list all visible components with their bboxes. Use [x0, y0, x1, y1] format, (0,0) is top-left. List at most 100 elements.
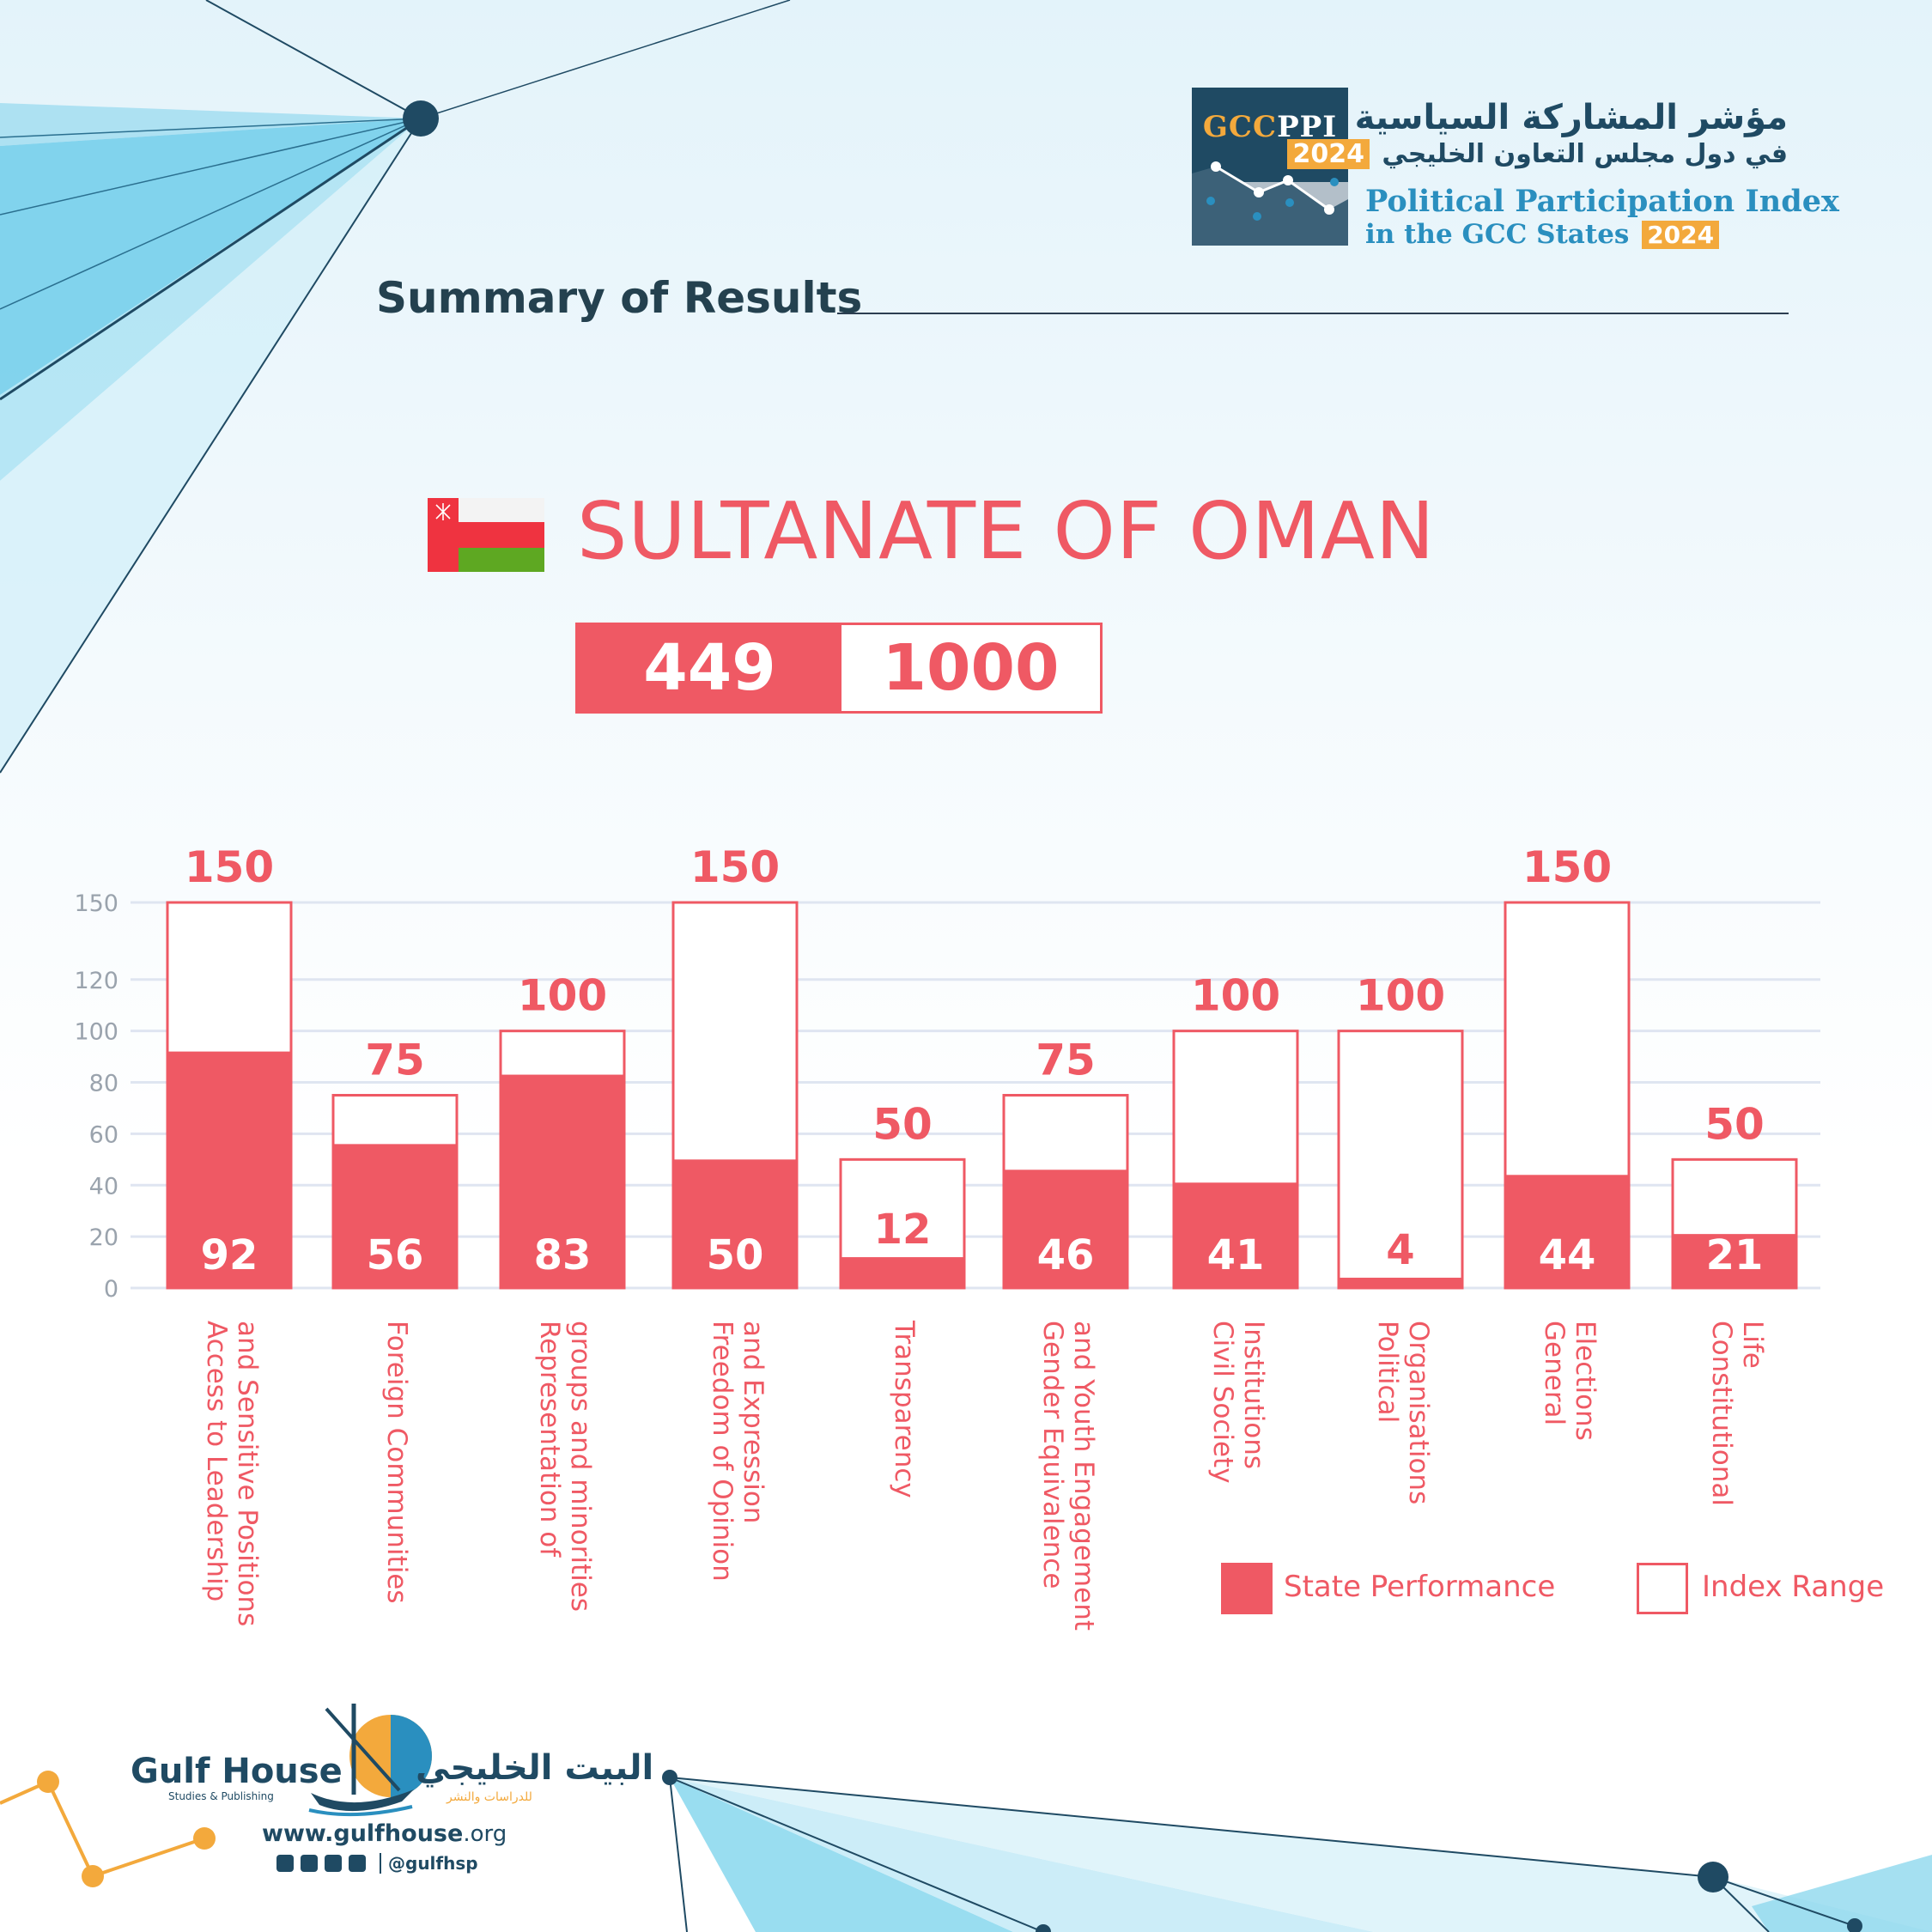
y-tick-label: 0: [104, 1276, 118, 1303]
category-label-line: Freedom of Opinion: [707, 1321, 738, 1582]
y-tick-label: 120: [74, 968, 118, 994]
total-score: 449: [643, 631, 776, 705]
section-divider: [837, 313, 1789, 314]
oman-flag-icon: [428, 498, 544, 572]
y-tick-label: 60: [89, 1121, 118, 1148]
facebook-icon[interactable]: [349, 1855, 366, 1872]
performance-value-label: 21: [1706, 1231, 1764, 1279]
gulf-house-arabic-tagline: للدراسات والنشر: [447, 1790, 532, 1804]
y-tick-label: 80: [89, 1071, 118, 1097]
range-value-label: 150: [1522, 842, 1612, 892]
performance-value-label: 4: [1386, 1226, 1414, 1274]
twitter-icon[interactable]: [325, 1855, 342, 1872]
state-performance-bar: [1004, 1170, 1127, 1288]
category-label: Access to Leadershipand Sensitive Positi…: [201, 1321, 263, 1626]
performance-value-label: 92: [201, 1231, 258, 1279]
y-tick-label: 20: [89, 1224, 118, 1251]
category-label-line: and Expression: [738, 1321, 769, 1523]
category-label: Foreign Communities: [381, 1321, 412, 1604]
max-score: 1000: [882, 631, 1060, 705]
y-tick-label: 150: [74, 890, 118, 917]
performance-value-label: 44: [1539, 1231, 1596, 1279]
section-title: Summary of Results: [376, 273, 863, 323]
category-label-line: Access to Leadership: [201, 1321, 232, 1601]
state-performance-bar: [501, 1074, 624, 1288]
category-label-line: Constitutional: [1706, 1321, 1737, 1506]
category-label-line: and Youth Engagement: [1068, 1321, 1099, 1631]
state-performance-bar: [333, 1144, 457, 1288]
category-label: Representation ofgroups and minorities: [534, 1321, 596, 1612]
category-label: Transparency: [889, 1320, 920, 1498]
website-link[interactable]: www.gulfhouse.org: [262, 1820, 507, 1847]
logo-wordmark: GCCPPI: [1202, 110, 1338, 144]
category-label-line: Elections: [1570, 1321, 1601, 1441]
network-node-icon: [403, 100, 439, 137]
y-tick-label: 100: [74, 1019, 118, 1046]
category-label: GeneralElections: [1539, 1321, 1601, 1441]
performance-value-label: 56: [367, 1231, 424, 1279]
category-label-line: General: [1539, 1321, 1570, 1425]
state-performance-bar: [167, 1051, 291, 1288]
category-label-line: Institutions: [1238, 1321, 1269, 1469]
arabic-title: مؤشر المشاركة السياسية: [1354, 98, 1788, 137]
year-badge-en: 2024: [1642, 221, 1720, 249]
gulf-house-name: Gulf House: [131, 1752, 343, 1791]
category-label: PoliticalOrganisations: [1372, 1321, 1434, 1504]
category-label-line: Representation of: [534, 1321, 565, 1558]
arabic-subtitle: في دول مجلس التعاون الخليجي 2024: [1284, 139, 1788, 169]
gulf-house-logo-icon: [308, 1704, 432, 1817]
performance-value-label: 12: [874, 1206, 932, 1254]
category-label: Gender Equivalenceand Youth Engagement: [1037, 1321, 1099, 1631]
state-performance-bar: [841, 1257, 964, 1288]
y-tick-label: 40: [89, 1173, 118, 1200]
legend-range-swatch: [1637, 1563, 1688, 1614]
range-value-label: 150: [185, 842, 274, 892]
state-performance-bar: [1673, 1234, 1796, 1288]
english-title: Political Participation Index: [1365, 184, 1839, 219]
range-value-label: 100: [1191, 971, 1280, 1021]
youtube-icon[interactable]: [301, 1855, 318, 1872]
gulf-house-arabic-name: البيت الخليجي: [416, 1748, 654, 1788]
category-label: ConstitutionalLife: [1706, 1321, 1768, 1506]
category-label-line: Gender Equivalence: [1037, 1321, 1068, 1589]
gulf-house-tagline: Studies & Publishing: [168, 1790, 274, 1802]
category-label-line: Political: [1372, 1321, 1403, 1423]
score-fill: [578, 625, 841, 711]
legend-range-label: Index Range: [1702, 1570, 1885, 1604]
category-label-line: Organisations: [1403, 1321, 1434, 1504]
state-performance-bar: [1339, 1278, 1462, 1288]
english-subtitle: in the GCC States 2024: [1365, 219, 1722, 250]
category-label-line: groups and minorities: [565, 1321, 596, 1612]
category-label-line: Foreign Communities: [381, 1321, 412, 1604]
range-value-label: 150: [690, 842, 780, 892]
year-badge: 2024: [1287, 139, 1370, 169]
range-value-label: 100: [1356, 971, 1445, 1021]
performance-value-label: 83: [534, 1231, 592, 1279]
range-value-label: 50: [1704, 1099, 1765, 1149]
category-label-line: Transparency: [889, 1320, 920, 1498]
index-range-bar: [1337, 1030, 1464, 1290]
social-links: @gulfhsp: [276, 1850, 478, 1876]
instagram-icon[interactable]: [276, 1855, 294, 1872]
social-handle: @gulfhsp: [380, 1853, 478, 1874]
performance-value-label: 50: [707, 1231, 764, 1279]
performance-value-label: 41: [1207, 1231, 1265, 1279]
range-value-label: 100: [518, 971, 607, 1021]
category-label: Civil SocietyInstitutions: [1207, 1321, 1269, 1484]
range-value-label: 75: [1036, 1036, 1096, 1085]
logo-graph-icon: [1192, 161, 1348, 246]
state-performance-bar: [673, 1159, 797, 1288]
category-label: Freedom of Opinionand Expression: [707, 1321, 769, 1582]
total-score-box: 449 1000: [575, 623, 1103, 714]
category-label-line: Civil Society: [1207, 1321, 1238, 1484]
state-performance-bar: [1174, 1182, 1297, 1288]
state-performance-bar: [1505, 1175, 1629, 1288]
legend-performance-label: State Performance: [1284, 1570, 1556, 1604]
country-name: SULTANATE OF OMAN: [577, 485, 1436, 577]
legend-performance-swatch: [1221, 1563, 1273, 1614]
category-label-line: and Sensitive Positions: [232, 1321, 263, 1626]
category-label-line: Life: [1737, 1321, 1768, 1369]
range-value-label: 75: [365, 1036, 425, 1085]
